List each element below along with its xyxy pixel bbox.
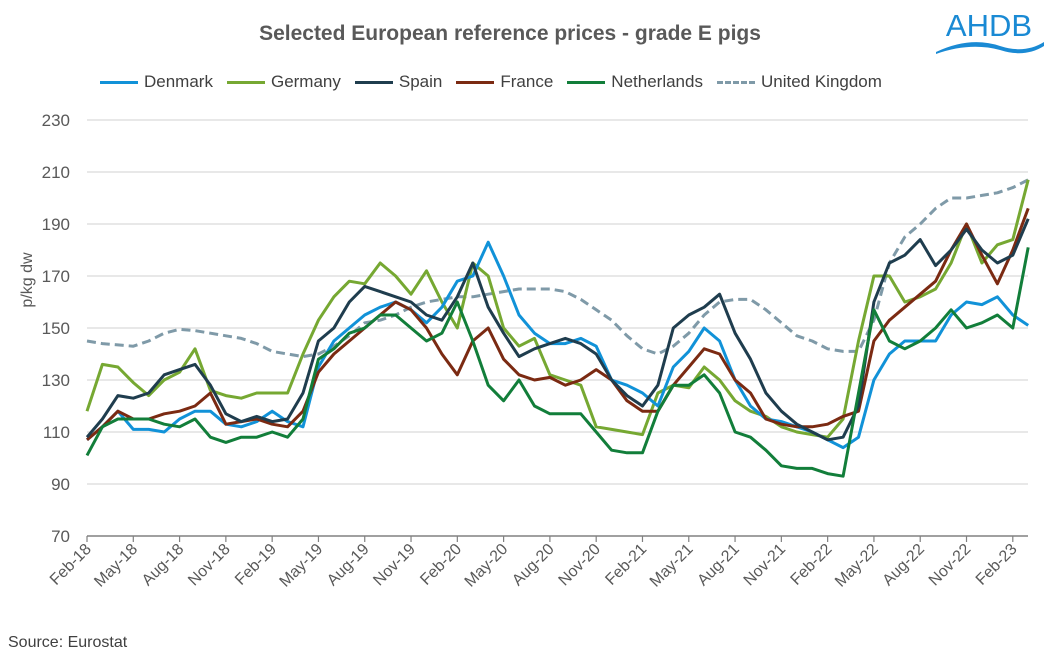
- legend-item-germany: Germany: [226, 72, 341, 92]
- x-tick-label: May-18: [91, 541, 141, 591]
- legend-label: United Kingdom: [760, 72, 882, 91]
- y-axis-label: p/kg dw: [19, 252, 36, 308]
- legend-swatch: [100, 80, 138, 84]
- source-note: Source: Eurostat: [8, 634, 128, 651]
- series-line-denmark: [86, 240, 1030, 450]
- y-tick-label: 90: [51, 475, 70, 494]
- x-tick-label: Nov-21: [741, 541, 790, 590]
- legend-item-united-kingdom: United Kingdom: [716, 72, 882, 92]
- x-tick-label: May-19: [277, 541, 327, 591]
- legend-item-spain: Spain: [354, 72, 443, 92]
- x-tick-label: Feb-23: [973, 541, 1021, 589]
- y-tick-label: 130: [42, 371, 70, 390]
- x-tick-label: Aug-22: [880, 541, 929, 590]
- x-tick-label: Feb-19: [232, 541, 280, 589]
- y-tick-label: 210: [42, 163, 70, 182]
- x-tick-label: Feb-22: [788, 541, 836, 589]
- legend-label: Denmark: [144, 72, 213, 91]
- series-line-spain: [85, 218, 1030, 442]
- ahdb-logo: AHDB: [930, 6, 1048, 61]
- x-tick-label: Feb-20: [417, 541, 465, 589]
- x-tick-label: Nov-22: [926, 541, 975, 590]
- x-tick-label: Feb-18: [47, 541, 95, 589]
- series-line-france: [86, 207, 1030, 441]
- y-tick-label: 170: [42, 267, 70, 286]
- legend-swatch: [567, 80, 606, 84]
- legend-label: France: [500, 72, 554, 91]
- y-tick-label: 110: [43, 423, 70, 442]
- legend-swatch: [226, 80, 265, 84]
- legend-swatch: [456, 80, 495, 84]
- svg-text:AHDB: AHDB: [946, 8, 1032, 43]
- series-line-netherlands: [85, 247, 1030, 478]
- x-tick-label: Aug-20: [509, 541, 558, 590]
- chart-title: Selected European reference prices - gra…: [259, 22, 761, 45]
- legend-item-france: France: [456, 72, 553, 92]
- legend-label: Spain: [398, 72, 443, 91]
- legend-label: Netherlands: [611, 72, 703, 91]
- x-tick-label: Nov-20: [556, 541, 605, 590]
- x-tick-label: Nov-18: [185, 541, 234, 590]
- y-tick-label: 150: [42, 319, 70, 338]
- x-tick-label: Feb-21: [602, 541, 650, 589]
- legend-label: Germany: [270, 72, 341, 91]
- series-line-germany: [85, 179, 1030, 439]
- legend-swatch: [354, 80, 393, 84]
- series-line-united-kingdom: [86, 178, 1029, 359]
- legend-swatch: [716, 80, 755, 84]
- x-tick-label: Aug-19: [324, 541, 373, 590]
- x-tick-label: Aug-21: [694, 541, 743, 590]
- y-tick-label: 70: [51, 527, 70, 546]
- x-tick-label: Nov-19: [370, 541, 419, 590]
- y-tick-label: 190: [42, 215, 70, 234]
- legend-item-netherlands: Netherlands: [567, 72, 703, 92]
- x-tick-label: May-21: [647, 541, 697, 591]
- legend-item-denmark: Denmark: [100, 72, 213, 92]
- legend: Denmark Germany Spain France Netherlands…: [100, 72, 882, 92]
- y-tick-label: 230: [42, 111, 70, 130]
- x-tick-label: May-20: [462, 541, 512, 591]
- x-tick-label: Aug-18: [139, 541, 188, 590]
- x-tick-label: May-22: [832, 541, 882, 591]
